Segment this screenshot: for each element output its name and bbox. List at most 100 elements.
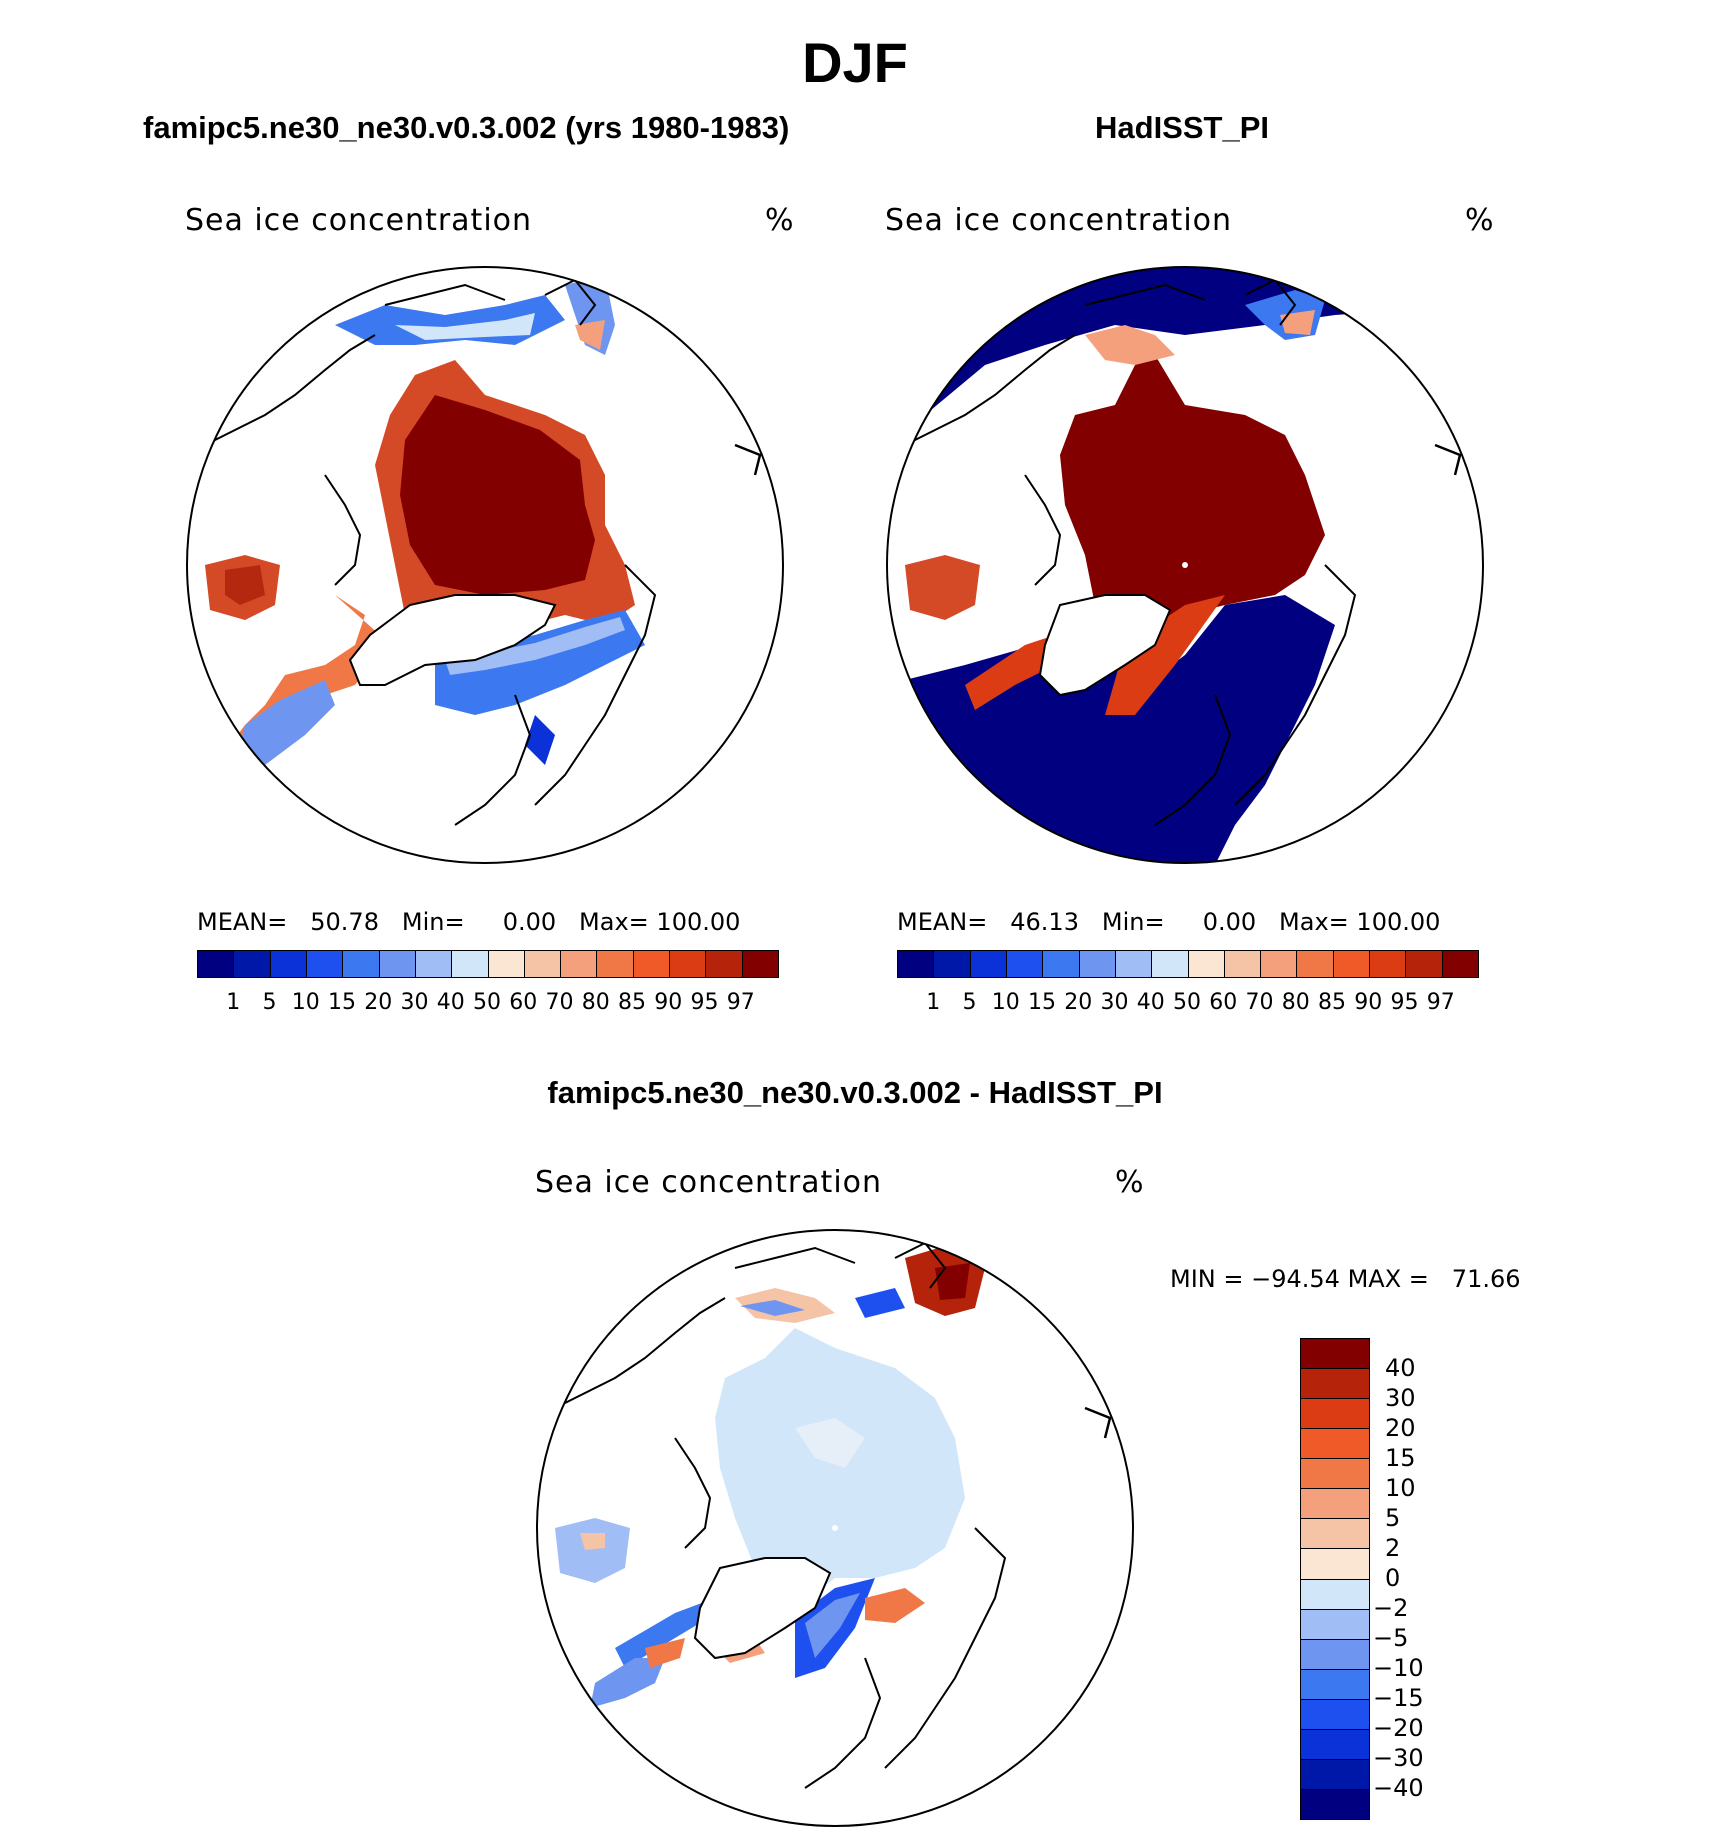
obs-colorbar-tick-label: 60: [1209, 990, 1238, 1015]
diff-colorbar-box: [1301, 1639, 1369, 1670]
obs-max-label: Max=: [1279, 908, 1349, 936]
obs-colorbar-box: [970, 951, 1007, 977]
model-stats: MEAN= 50.78 Min= 0.00 Max= 100.00: [197, 908, 740, 936]
diff-colorbar-box: [1301, 1459, 1369, 1490]
obs-variable-label: Sea ice concentration: [885, 203, 1233, 238]
obs-units-label: %: [1465, 203, 1495, 238]
model-colorbar-box: [488, 951, 525, 977]
diff-max-value: 71.66: [1451, 1265, 1521, 1293]
diff-colorbar: [1300, 1338, 1370, 1820]
diff-panel-title: famipc5.ne30_ne30.v0.3.002 - HadISST_PI: [547, 1075, 1163, 1110]
model-min-label: Min=: [401, 908, 465, 936]
model-colorbar-tick-label: 95: [690, 990, 719, 1015]
diff-colorbar-box: [1301, 1609, 1369, 1640]
model-colorbar-box: [415, 951, 453, 977]
diff-colorbar-tick-label: 2: [1385, 1534, 1401, 1562]
diff-colorbar-tick-label: −5: [1373, 1624, 1409, 1652]
model-colorbar-tick-label: 1: [226, 990, 241, 1015]
model-colorbar-tick-label: 5: [262, 990, 277, 1015]
model-colorbar-box: [597, 951, 634, 977]
obs-colorbar-tick-label: 1: [926, 990, 941, 1015]
diff-max-label: MAX =: [1347, 1265, 1429, 1293]
model-colorbar-box: [270, 951, 307, 977]
diff-colorbar-tick-label: 40: [1385, 1354, 1416, 1382]
obs-colorbar-tick-label: 20: [1064, 990, 1093, 1015]
obs-colorbar-box: [1115, 951, 1153, 977]
model-colorbar: [197, 950, 779, 978]
diff-colorbar-box: [1301, 1549, 1369, 1580]
obs-colorbar-tick-label: 97: [1426, 990, 1455, 1015]
obs-colorbar-box: [1188, 951, 1225, 977]
obs-colorbar-box: [1152, 951, 1189, 977]
diff-colorbar-box: [1301, 1339, 1369, 1370]
diff-colorbar-tick-label: 0: [1385, 1564, 1401, 1592]
diff-colorbar-box: [1301, 1429, 1369, 1460]
obs-colorbar-tick-label: 95: [1390, 990, 1419, 1015]
diff-variable-label: Sea ice concentration: [535, 1165, 883, 1200]
model-colorbar-ticks: 1 5 10 15 20 30 40 50 60 70 80 85 90 95 97: [197, 990, 777, 1020]
diff-colorbar-tick-label: 20: [1385, 1414, 1416, 1442]
diff-colorbar-box: [1301, 1729, 1369, 1760]
model-colorbar-box: [306, 951, 344, 977]
model-mean-label: MEAN=: [197, 908, 288, 936]
model-colorbar-box: [379, 951, 416, 977]
model-colorbar-box: [706, 951, 743, 977]
model-colorbar-box: [561, 951, 598, 977]
model-colorbar-box: [524, 951, 562, 977]
obs-colorbar-box: [1297, 951, 1334, 977]
diff-colorbar-box: [1301, 1399, 1369, 1430]
model-colorbar-tick-label: 80: [581, 990, 610, 1015]
obs-max-value: 100.00: [1356, 908, 1441, 936]
obs-colorbar-box: [1079, 951, 1116, 977]
model-colorbar-tick-label: 97: [726, 990, 755, 1015]
obs-colorbar-box: [1224, 951, 1262, 977]
obs-colorbar-box: [898, 951, 935, 977]
diff-units-label: %: [1115, 1165, 1145, 1200]
diff-colorbar-ticks: 40 30 20 15 10 5 2 0 −2 −5 −10 −15 −20 −30 −40: [1373, 1338, 1465, 1818]
obs-colorbar-box: [1043, 951, 1080, 977]
obs-colorbar-tick-label: 40: [1136, 990, 1165, 1015]
obs-min-value: 0.00: [1202, 908, 1257, 936]
obs-colorbar-tick-label: 5: [962, 990, 977, 1015]
model-variable-label: Sea ice concentration: [185, 203, 533, 238]
model-colorbar-tick-label: 50: [473, 990, 501, 1015]
obs-mean-label: MEAN=: [897, 908, 988, 936]
diff-min-value: −94.54: [1251, 1265, 1340, 1293]
obs-colorbar-tick-label: 70: [1245, 990, 1274, 1015]
obs-colorbar-tick-label: 15: [1028, 990, 1056, 1015]
diff-colorbar-tick-label: −40: [1373, 1774, 1424, 1802]
obs-colorbar-ticks: 1 5 10 15 20 30 40 50 60 70 80 85 90 95 97: [897, 990, 1477, 1020]
obs-colorbar-tick-label: 85: [1318, 990, 1346, 1015]
obs-colorbar-tick-label: 10: [991, 990, 1020, 1015]
diff-colorbar-box: [1301, 1489, 1369, 1520]
obs-colorbar-box: [1333, 951, 1371, 977]
model-colorbar-box: [452, 951, 489, 977]
obs-colorbar-tick-label: 50: [1173, 990, 1201, 1015]
model-colorbar-tick-label: 15: [328, 990, 356, 1015]
obs-colorbar-tick-label: 90: [1354, 990, 1383, 1015]
diff-colorbar-box: [1301, 1369, 1369, 1400]
obs-colorbar-box: [1006, 951, 1044, 977]
obs-colorbar-box: [1406, 951, 1443, 977]
model-colorbar-tick-label: 40: [436, 990, 465, 1015]
model-max-label: Max=: [579, 908, 649, 936]
diff-colorbar-box: [1301, 1669, 1369, 1700]
diff-colorbar-box: [1301, 1759, 1369, 1790]
model-min-value: 0.00: [502, 908, 557, 936]
diff-colorbar-tick-label: 5: [1385, 1504, 1401, 1532]
model-colorbar-box: [198, 951, 235, 977]
model-colorbar-tick-label: 60: [509, 990, 538, 1015]
model-colorbar-tick-label: 20: [364, 990, 393, 1015]
model-colorbar-box: [343, 951, 380, 977]
diff-colorbar-tick-label: −15: [1373, 1684, 1424, 1712]
diff-colorbar-box: [1301, 1579, 1369, 1610]
diff-colorbar-tick-label: −10: [1373, 1654, 1424, 1682]
diff-colorbar-tick-label: 30: [1385, 1384, 1416, 1412]
model-polar-map: [186, 266, 784, 864]
model-colorbar-tick-label: 30: [400, 990, 429, 1015]
model-colorbar-tick-label: 90: [654, 990, 683, 1015]
obs-min-label: Min=: [1101, 908, 1165, 936]
obs-colorbar-tick-label: 80: [1281, 990, 1310, 1015]
obs-stats: MEAN= 46.13 Min= 0.00 Max= 100.00: [897, 908, 1440, 936]
obs-colorbar-box: [934, 951, 971, 977]
